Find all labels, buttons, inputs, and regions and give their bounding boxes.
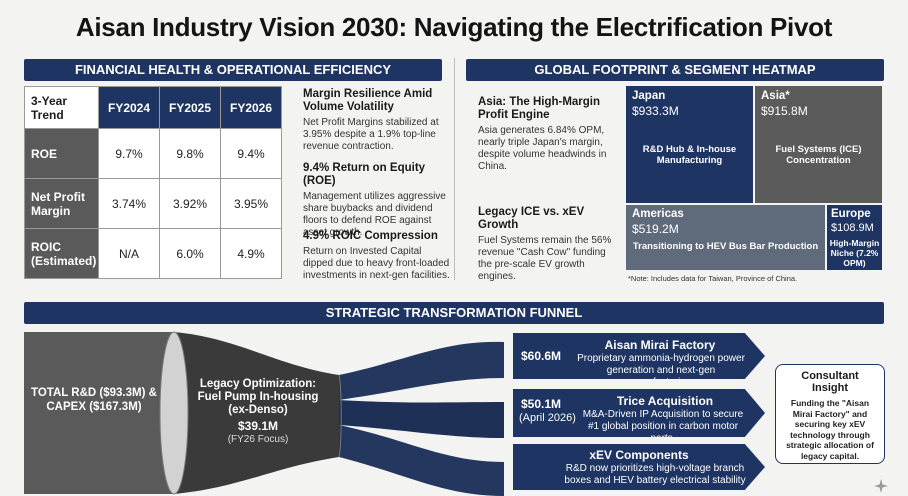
region-description: Fuel Systems (ICE) Concentration xyxy=(775,144,862,166)
insight-heading: Legacy ICE vs. xEV Growth xyxy=(478,206,585,231)
footprint-insight: Asia: The High-Margin Profit Engine Asia… xyxy=(478,96,618,173)
output-arrow-mirai: $60.6M Aisan Mirai Factory Proprietary a… xyxy=(513,333,765,379)
region-name: Japan xyxy=(632,90,666,102)
consultant-insight-box: Consultant Insight Funding the "Aisan Mi… xyxy=(775,364,885,464)
footprint-insight: Legacy ICE vs. xEV Growth Fuel Systems r… xyxy=(478,206,618,283)
insight-heading: 4.9% ROIC Compression xyxy=(303,230,438,242)
output-amount: $60.6M xyxy=(521,349,562,363)
output-title: Aisan Mirai Factory xyxy=(604,338,716,352)
table-cell: 9.8% xyxy=(159,128,221,179)
consultant-body: Funding the "Aisan Mirai Factory" and se… xyxy=(786,398,874,461)
table-cell: N/A xyxy=(98,228,160,279)
output-text: R&D now prioritizes high-voltage branch … xyxy=(564,463,746,486)
table-cell: 6.0% xyxy=(159,228,221,279)
insight-body: Fuel Systems remain the 56% revenue "Cas… xyxy=(478,235,612,282)
column-header: FY2024 xyxy=(98,86,160,129)
page-title: Aisan Industry Vision 2030: Navigating t… xyxy=(75,12,833,42)
table-corner-label: 3-Year Trend xyxy=(24,86,99,129)
insight-heading: Asia: The High-Margin Profit Engine xyxy=(478,96,601,121)
insight-body: Management utilizes aggressive share buy… xyxy=(303,191,446,238)
heatmap-cell-europe: Europe $108.9M High-Margin Niche (7.2% O… xyxy=(827,205,882,270)
section-divider xyxy=(454,58,455,280)
insight-body: Return on Invested Capital dipped due to… xyxy=(303,246,450,281)
region-value: $915.8M xyxy=(761,104,808,118)
table-row: ROE 9.7% 9.8% 9.4% xyxy=(24,128,282,179)
footprint-section-header: GLOBAL FOOTPRINT & SEGMENT HEATMAP xyxy=(466,59,884,81)
row-label: Net Profit Margin xyxy=(24,178,99,229)
insight-heading: Margin Resilience Amid Volume Volatility xyxy=(303,88,433,113)
region-name: Americas xyxy=(632,208,684,220)
heatmap-cell-americas: Americas $519.2M Transitioning to HEV Bu… xyxy=(626,205,825,270)
segment-heatmap: Japan $933.3M R&D Hub & In-house Manufac… xyxy=(626,86,882,270)
output-arrow-trice: $50.1M (April 2026) Trice Acquisition M&… xyxy=(513,389,765,437)
output-arrow-xev: xEV Components R&D now prioritizes high-… xyxy=(513,444,765,490)
row-label: ROE xyxy=(24,128,99,179)
table-cell: 3.74% xyxy=(98,178,160,229)
row-label: ROIC (Estimated) xyxy=(24,228,99,279)
sparkle-icon xyxy=(874,479,888,493)
region-name: Asia* xyxy=(761,90,790,102)
table-cell: 3.95% xyxy=(220,178,282,229)
financial-insight: Margin Resilience Amid Volume Volatility… xyxy=(303,88,453,153)
table-row: Net Profit Margin 3.74% 3.92% 3.95% xyxy=(24,178,282,229)
region-value: $519.2M xyxy=(632,222,679,236)
region-description: Transitioning to HEV Bus Bar Production xyxy=(632,241,819,252)
output-title: Trice Acquisition xyxy=(616,394,714,408)
column-header: FY2025 xyxy=(159,86,221,129)
table-row: ROIC (Estimated) N/A 6.0% 4.9% xyxy=(24,228,282,279)
funnel-middle-value: $39.1M xyxy=(237,419,279,433)
financial-section-header: FINANCIAL HEALTH & OPERATIONAL EFFICIENC… xyxy=(24,59,442,81)
column-header: FY2026 xyxy=(220,86,282,129)
region-value: $933.3M xyxy=(632,104,679,118)
funnel-middle: Legacy Optimization: Fuel Pump In-housin… xyxy=(190,378,326,445)
footnote: *Note: Includes data for Taiwan, Provinc… xyxy=(628,274,798,283)
output-sub: (April 2026) xyxy=(519,412,576,424)
heatmap-cell-japan: Japan $933.3M R&D Hub & In-house Manufac… xyxy=(626,86,753,203)
financial-insight: 9.4% Return on Equity (ROE) Management u… xyxy=(303,162,453,239)
output-title: xEV Components xyxy=(589,448,689,462)
financial-table: 3-Year Trend FY2024 FY2025 FY2026 ROE 9.… xyxy=(24,86,282,279)
heatmap-cell-asia: Asia* $915.8M Fuel Systems (ICE) Concent… xyxy=(755,86,882,203)
region-name: Europe xyxy=(831,208,871,220)
consultant-title: Consultant Insight xyxy=(801,370,859,394)
funnel-input-label: TOTAL R&D ($93.3M) & CAPEX ($167.3M) xyxy=(31,387,157,413)
funnel-graphic xyxy=(24,331,504,496)
output-text: M&A-Driven IP Acquisition to secure #1 g… xyxy=(582,409,744,444)
table-cell: 9.4% xyxy=(220,128,282,179)
insight-body: Net Profit Margins stabilized at 3.95% d… xyxy=(303,117,439,152)
table-cell: 4.9% xyxy=(220,228,282,279)
funnel-middle-note: (FY26 Focus) xyxy=(227,434,289,445)
funnel-section-header: STRATEGIC TRANSFORMATION FUNNEL xyxy=(24,302,884,324)
region-description: R&D Hub & In-house Manufacturing xyxy=(642,144,737,166)
financial-insight: 4.9% ROIC Compression Return on Invested… xyxy=(303,230,453,282)
table-cell: 9.7% xyxy=(98,128,160,179)
insight-body: Asia generates 6.84% OPM, nearly triple … xyxy=(478,125,607,172)
insight-heading: 9.4% Return on Equity (ROE) xyxy=(303,162,426,187)
output-text: Proprietary ammonia-hydrogen power gener… xyxy=(577,353,745,388)
table-cell: 3.92% xyxy=(159,178,221,229)
output-amount: $50.1M xyxy=(521,397,562,411)
region-description: High-Margin Niche (7.2% OPM) xyxy=(829,238,880,268)
funnel-middle-title: Legacy Optimization: Fuel Pump In-housin… xyxy=(197,378,319,416)
region-value: $108.9M xyxy=(831,222,874,234)
